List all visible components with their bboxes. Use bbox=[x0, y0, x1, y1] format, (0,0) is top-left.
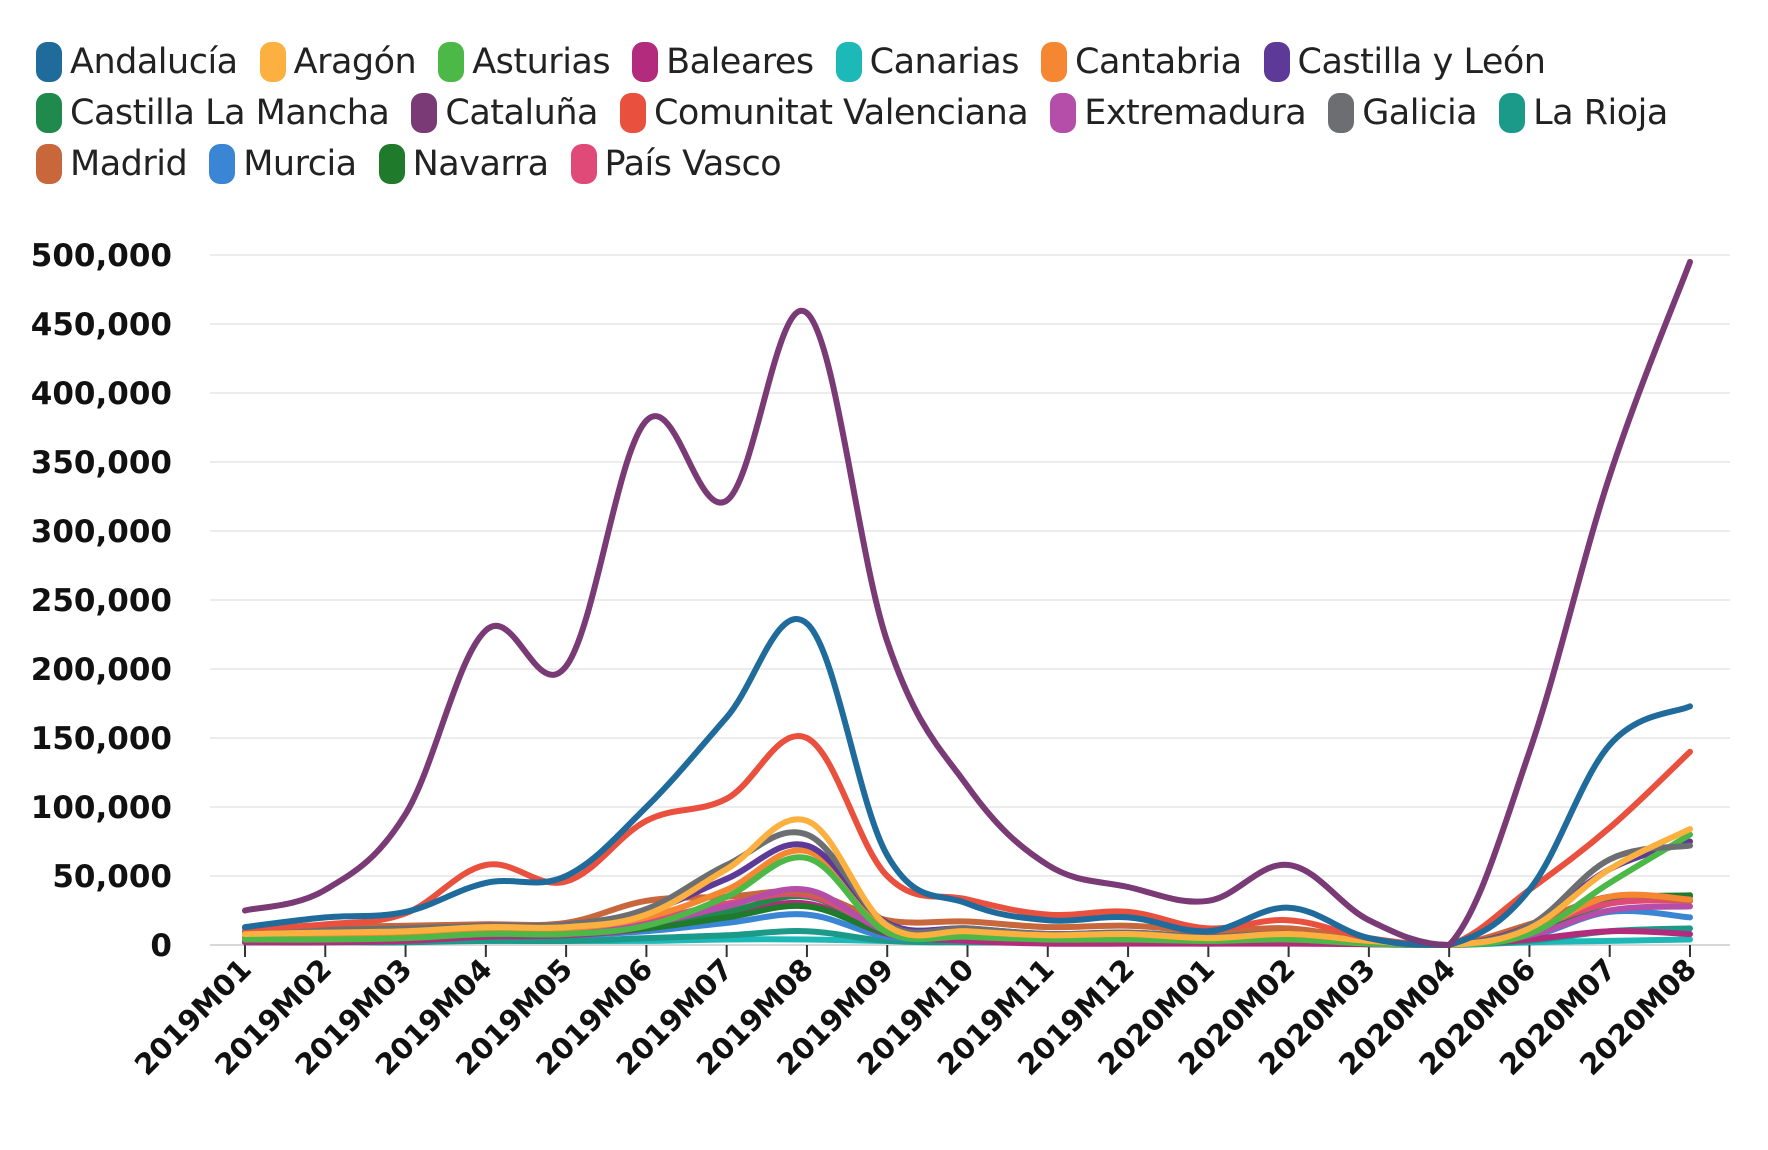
legend-label: Baleares bbox=[666, 41, 814, 82]
legend-label: Aragón bbox=[293, 41, 417, 82]
y-tick-label: 100,000 bbox=[31, 790, 172, 826]
legend-item-castilla-la-mancha[interactable]: Castilla La Mancha bbox=[36, 92, 390, 133]
legend-swatch bbox=[1328, 92, 1355, 133]
legend-item-galicia[interactable]: Galicia bbox=[1328, 92, 1478, 133]
series-line-andalucia[interactable] bbox=[242, 616, 1693, 948]
legend-swatch bbox=[378, 143, 405, 184]
legend-label: Navarra bbox=[412, 143, 549, 184]
legend-swatch bbox=[1041, 41, 1067, 82]
legend-label: Andalucía bbox=[70, 41, 238, 82]
legend-row: Castilla La Mancha Cataluña Comunitat Vale… bbox=[36, 87, 1756, 138]
legend-item-baleares[interactable]: Baleares bbox=[632, 41, 814, 82]
legend-row: Madrid Murcia Navarra País Vasco bbox=[36, 138, 1756, 189]
y-tick-label: 150,000 bbox=[31, 721, 172, 757]
legend-item-aragon[interactable]: Aragón bbox=[259, 41, 417, 82]
legend-swatch bbox=[835, 41, 862, 82]
y-tick-label: 0 bbox=[150, 928, 172, 964]
legend-item-navarra[interactable]: Navarra bbox=[378, 143, 549, 184]
legend-swatch bbox=[438, 41, 465, 82]
y-axis: 0 50,000 100,000 150,000 200,000 250,000 300,0… bbox=[31, 238, 172, 964]
series-group bbox=[242, 258, 1693, 948]
y-tick-label: 350,000 bbox=[31, 445, 172, 481]
legend-swatch bbox=[36, 143, 62, 184]
y-tick-label: 450,000 bbox=[31, 307, 172, 343]
legend-label: Madrid bbox=[70, 143, 188, 184]
legend-item-extremadura[interactable]: Extremadura bbox=[1050, 92, 1307, 133]
legend-item-cataluna[interactable]: Cataluña bbox=[411, 92, 598, 133]
legend-swatch bbox=[36, 92, 62, 133]
y-tick-label: 300,000 bbox=[31, 514, 172, 550]
legend-label: Cantabria bbox=[1075, 41, 1242, 82]
legend-swatch bbox=[259, 41, 286, 82]
y-tick-label: 400,000 bbox=[31, 376, 172, 412]
legend-label: La Rioja bbox=[1533, 92, 1668, 133]
legend-label: Comunitat Valenciana bbox=[653, 92, 1029, 133]
legend-label: Castilla La Mancha bbox=[70, 92, 390, 133]
legend-label: Galicia bbox=[1362, 92, 1478, 133]
legend-label: Castilla y León bbox=[1297, 41, 1546, 82]
legend-swatch bbox=[1263, 41, 1290, 82]
legend-item-asturias[interactable]: Asturias bbox=[438, 41, 611, 82]
legend-label: Extremadura bbox=[1084, 92, 1307, 133]
legend-item-castilla-y-leon[interactable]: Castilla y León bbox=[1263, 41, 1546, 82]
series-line-cataluna[interactable] bbox=[242, 258, 1693, 948]
legend-item-andalucia[interactable]: Andalucía bbox=[36, 41, 238, 82]
legend-item-la-rioja[interactable]: La Rioja bbox=[1499, 92, 1668, 133]
x-axis: 2019M012019M022019M032019M042019M052019M… bbox=[128, 945, 1703, 1082]
legend-row: Andalucía Aragón Asturias Baleares Canarias C… bbox=[36, 36, 1756, 87]
legend-label: Canarias bbox=[869, 41, 1020, 82]
legend-swatch bbox=[570, 143, 597, 184]
legend-label: Cataluña bbox=[445, 92, 598, 133]
legend-item-canarias[interactable]: Canarias bbox=[835, 41, 1020, 82]
y-tick-label: 500,000 bbox=[31, 238, 172, 274]
legend-swatch bbox=[619, 92, 646, 133]
legend-swatch bbox=[411, 92, 438, 133]
legend-label: País Vasco bbox=[604, 143, 782, 184]
legend-swatch bbox=[209, 143, 236, 184]
legend: Andalucía Aragón Asturias Baleares Canarias C… bbox=[36, 36, 1756, 189]
legend-swatch bbox=[632, 41, 659, 82]
legend-swatch bbox=[1050, 92, 1077, 133]
y-tick-label: 200,000 bbox=[31, 652, 172, 688]
legend-item-comunitat-valenciana[interactable]: Comunitat Valenciana bbox=[619, 92, 1029, 133]
y-tick-label: 50,000 bbox=[52, 859, 172, 895]
legend-item-pais-vasco[interactable]: País Vasco bbox=[570, 143, 782, 184]
legend-label: Asturias bbox=[472, 41, 611, 82]
legend-item-cantabria[interactable]: Cantabria bbox=[1041, 41, 1242, 82]
legend-swatch bbox=[1499, 92, 1526, 133]
legend-item-murcia[interactable]: Murcia bbox=[209, 143, 357, 184]
legend-item-madrid[interactable]: Madrid bbox=[36, 143, 188, 184]
legend-label: Murcia bbox=[243, 143, 357, 184]
y-tick-label: 250,000 bbox=[31, 583, 172, 619]
legend-swatch bbox=[36, 41, 62, 82]
